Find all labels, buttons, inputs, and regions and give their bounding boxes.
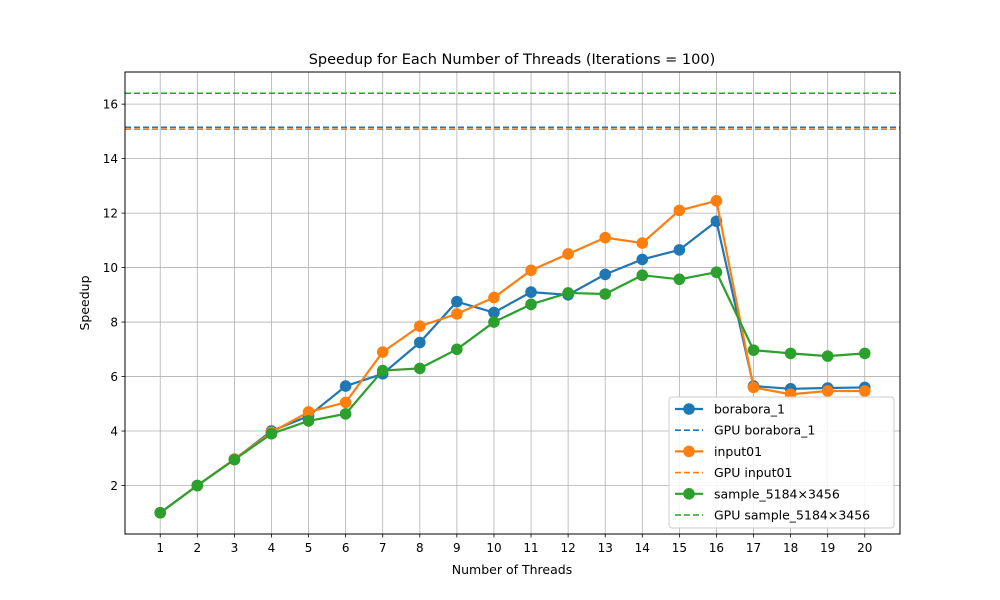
data-point-input01 [451,308,463,320]
legend-label-sample-5184-3456: sample_5184×3456 [714,486,840,501]
y-tick-label: 4 [110,425,118,439]
data-point-input01 [710,195,723,207]
y-tick-label: 8 [110,316,118,330]
y-axis-label: Speedup [77,275,92,330]
x-tick-label: 5 [305,541,313,555]
plot-frame [124,71,901,535]
data-point-sample-5184-3456 [525,298,537,311]
series-line-input01 [159,199,865,514]
data-point-sample-5184-3456 [339,408,352,420]
data-point-borabora-1 [413,336,426,349]
x-tick-label: 19 [820,541,835,555]
x-tick-label: 17 [746,541,761,555]
x-axis-ticks: 1 2 3 4 5 6 7 8 9 10 11 12 13 14 15 16 17 18 19 20 [156,534,872,555]
data-point-input01 [673,204,686,217]
x-tick-label: 15 [672,541,687,555]
data-point-sample-5184-3456 [302,415,315,427]
x-tick-label: 13 [598,541,613,555]
y-tick-label: 16 [103,98,118,112]
legend-marker-sample-5184-3456 [683,488,695,500]
legend-box [668,396,895,529]
series-line-sample-5184-3456 [159,271,865,514]
x-tick-label: 1 [156,541,164,555]
data-point-sample-5184-3456 [562,287,574,299]
data-point-borabora-1 [525,286,537,298]
legend-label-borabora-1: borabora_1 [714,402,785,417]
data-point-input01 [636,237,649,249]
y-tick-label: 12 [103,207,118,221]
series-group [154,195,871,519]
data-point-sample-5184-3456 [747,344,760,356]
chart-title: Speedup for Each Number of Threads (Iter… [309,52,716,68]
x-axis-label: Number of Threads [452,562,572,577]
x-tick-label: 3 [231,541,239,555]
x-tick-label: 16 [709,541,724,555]
data-point-input01 [599,231,612,244]
data-point-sample-5184-3456 [265,427,278,440]
x-tick-label: 8 [416,541,424,555]
legend-label-gpu-sample-5184-3456: GPU sample_5184×3456 [714,508,870,523]
data-point-borabora-1 [488,306,500,319]
x-tick-label: 7 [379,541,387,555]
x-tick-label: 20 [857,541,872,555]
data-point-borabora-1 [339,380,352,392]
y-tick-label: 14 [103,152,118,166]
x-tick-label: 6 [342,541,350,555]
y-tick-label: 2 [110,479,118,493]
y-tick-label: 6 [110,370,118,384]
data-point-input01 [747,381,760,394]
data-point-borabora-1 [451,295,463,308]
data-point-sample-5184-3456 [191,479,204,492]
gpu-reference-lines [125,92,900,131]
data-point-sample-5184-3456 [710,266,723,279]
data-point-sample-5184-3456 [599,288,612,300]
x-tick-label: 18 [783,541,798,555]
legend-label-gpu-input01: GPU input01 [714,465,792,480]
data-point-input01 [858,385,871,397]
data-point-input01 [413,320,426,332]
data-point-input01 [302,406,315,418]
x-tick-label: 10 [486,541,501,555]
x-tick-label: 9 [453,541,461,555]
x-tick-label: 12 [560,541,575,555]
data-point-sample-5184-3456 [154,506,167,519]
data-point-sample-5184-3456 [821,350,834,362]
data-point-sample-5184-3456 [673,273,686,286]
x-tick-label: 14 [635,541,650,555]
data-point-input01 [562,248,574,260]
legend-label-gpu-borabora-1: GPU borabora_1 [714,423,815,438]
x-tick-label: 11 [523,541,538,555]
data-point-input01 [488,291,500,304]
legend-marker-borabora-1 [683,403,695,415]
data-point-input01 [821,385,834,397]
y-tick-label: 10 [103,261,118,275]
data-point-input01 [376,346,389,358]
data-point-borabora-1 [599,268,612,281]
data-point-borabora-1 [673,244,686,256]
data-point-sample-5184-3456 [858,347,871,360]
data-point-input01 [525,264,537,277]
data-point-input01 [339,396,352,409]
data-point-sample-5184-3456 [228,453,241,466]
data-point-sample-5184-3456 [413,362,426,375]
data-point-sample-5184-3456 [451,343,463,356]
y-axis-ticks: 2 4 6 8 10 12 14 16 [103,98,125,493]
data-point-borabora-1 [636,253,649,266]
x-tick-label: 4 [268,541,276,555]
data-point-sample-5184-3456 [488,316,500,328]
legend-label-input01: input01 [714,444,762,459]
legend-marker-input01 [683,445,695,458]
data-point-sample-5184-3456 [784,347,797,360]
data-point-sample-5184-3456 [636,269,649,282]
data-point-sample-5184-3456 [376,364,389,377]
x-tick-label: 2 [193,541,201,555]
legend: borabora_1 GPU borabora_1 input01 GPU input… [668,396,895,529]
